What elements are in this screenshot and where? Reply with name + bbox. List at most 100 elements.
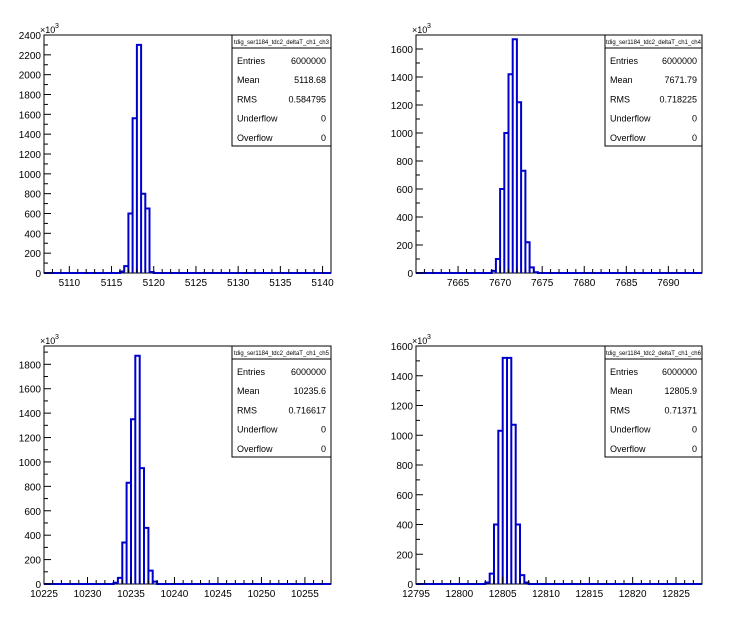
y-tick-label: 1400 [391, 372, 414, 383]
histogram-line [44, 354, 331, 585]
stats-value: 6000000 [291, 56, 326, 66]
stats-value: 0 [321, 425, 326, 435]
y-tick-label: 400 [396, 521, 413, 532]
stats-value: 10235.6 [293, 386, 326, 396]
y-tick-label: 800 [24, 190, 41, 201]
stats-label: Underflow [237, 425, 278, 435]
stats-label: Mean [237, 75, 260, 85]
stats-value: 0 [321, 444, 326, 454]
y-multiplier: ×10 [412, 336, 427, 346]
stats-label: RMS [610, 94, 630, 104]
stats-box: tdig_ser1184_tdc2_deltaT_ch1_ch5 Entries 6… [231, 345, 332, 458]
x-tick-label: 10225 [30, 589, 58, 600]
y-tick-label: 600 [24, 210, 41, 221]
stats-label: Entries [237, 56, 266, 66]
y-tick-label: 400 [24, 531, 41, 542]
stats-box-title: tdig_ser1184_tdc2_deltaT_ch1_ch4 [606, 40, 702, 46]
stats-value: 12805.9 [664, 386, 697, 396]
y-tick-label: 1800 [19, 91, 42, 102]
x-tick-label: 7690 [657, 278, 680, 289]
y-tick-label: 1200 [391, 101, 414, 112]
stats-value: 5118.68 [294, 75, 326, 85]
y-tick-label: 800 [396, 157, 413, 168]
histogram-panel-1: 5110 5115 5120 5125 5130 5135 5140 0 200 400 600 80… [19, 23, 334, 289]
x-tick-label: 5110 [59, 278, 81, 289]
y-tick-label: 1600 [19, 385, 42, 396]
stats-value: 0.716617 [288, 405, 326, 415]
stats-label: Entries [237, 367, 266, 377]
stats-value: 0.584795 [288, 94, 326, 104]
y-tick-label: 0 [35, 269, 41, 280]
stats-value: 0 [321, 133, 326, 143]
stats-value: 0 [692, 425, 697, 435]
stats-box-title: tdig_ser1184_tdc2_deltaT_ch1_ch3 [234, 40, 330, 46]
y-tick-label: 800 [396, 461, 413, 472]
y-tick-label: 600 [396, 185, 413, 196]
y-tick-label: 1600 [391, 45, 414, 56]
x-tick-label: 5130 [227, 278, 250, 289]
y-tick-label: 1000 [19, 458, 42, 469]
y-tick-label: 200 [396, 241, 413, 252]
stats-label: Overflow [610, 133, 646, 143]
y-tick-label: 1600 [391, 342, 414, 353]
stats-box: tdig_ser1184_tdc2_deltaT_ch1_ch6 Entries 6… [604, 345, 703, 458]
y-multiplier-exponent: 3 [55, 23, 59, 30]
x-tick-label: 10230 [74, 589, 102, 600]
x-tick-label: 5140 [311, 278, 334, 289]
y-tick-label: 200 [396, 550, 413, 561]
y-tick-label: 0 [407, 269, 413, 280]
stats-label: Mean [237, 386, 260, 396]
stats-label: Entries [610, 367, 639, 377]
stats-box: tdig_ser1184_tdc2_deltaT_ch1_ch3 Entries 6… [231, 34, 332, 147]
y-multiplier-exponent: 3 [55, 334, 59, 341]
histogram-panel-2: 7665 7670 7675 7680 7685 7690 0 200 400 600 800 100… [391, 23, 703, 289]
x-tick-label: 12815 [575, 589, 603, 600]
stats-value: 7671.79 [664, 75, 697, 85]
x-tick-label: 7685 [615, 278, 638, 289]
histogram-panel-4: 12795 12800 12805 12810 12815 12820 12825 0 200 4… [391, 334, 703, 600]
y-tick-label: 400 [396, 213, 413, 224]
stats-value: 0.71371 [664, 405, 697, 415]
stats-label: RMS [610, 405, 630, 415]
y-tick-label: 800 [24, 482, 41, 493]
y-tick-label: 1400 [19, 130, 42, 141]
stats-box-title: tdig_ser1184_tdc2_deltaT_ch1_ch5 [234, 351, 330, 357]
x-tick-label: 10255 [291, 589, 319, 600]
y-tick-label: 600 [396, 491, 413, 502]
x-tick-label: 5115 [101, 278, 123, 289]
x-tick-label: 5120 [143, 278, 166, 289]
stats-label: RMS [237, 405, 257, 415]
stats-value: 6000000 [291, 367, 326, 377]
y-tick-label: 1000 [391, 129, 414, 140]
y-tick-label: 2000 [19, 71, 42, 82]
y-tick-label: 1400 [19, 409, 42, 420]
x-tick-label: 10250 [248, 589, 276, 600]
stats-label: RMS [237, 94, 257, 104]
y-multiplier: ×10 [40, 336, 55, 346]
y-tick-label: 1800 [19, 360, 42, 371]
stats-label: Underflow [610, 114, 651, 124]
histogram-line [416, 356, 702, 585]
x-tick-label: 10245 [204, 589, 232, 600]
stats-label: Mean [610, 386, 633, 396]
y-tick-label: 1400 [391, 73, 414, 84]
stats-value: 0 [692, 114, 697, 124]
x-tick-label: 12820 [619, 589, 647, 600]
y-multiplier-exponent: 3 [427, 23, 431, 30]
x-tick-label: 10240 [161, 589, 189, 600]
stats-label: Mean [610, 75, 633, 85]
stats-value: 0 [692, 444, 697, 454]
y-tick-label: 1000 [391, 431, 414, 442]
x-tick-label: 7670 [489, 278, 512, 289]
stats-label: Entries [610, 56, 639, 66]
stats-box: tdig_ser1184_tdc2_deltaT_ch1_ch4 Entries 6… [604, 34, 703, 147]
stats-label: Overflow [610, 444, 646, 454]
stats-value: 6000000 [662, 367, 697, 377]
x-tick-label: 5135 [269, 278, 292, 289]
stats-label: Underflow [237, 114, 278, 124]
stats-value: 0.718225 [659, 94, 697, 104]
y-tick-label: 400 [24, 229, 41, 240]
y-tick-label: 2200 [19, 51, 42, 62]
x-tick-label: 7675 [531, 278, 554, 289]
x-tick-label: 10235 [117, 589, 145, 600]
